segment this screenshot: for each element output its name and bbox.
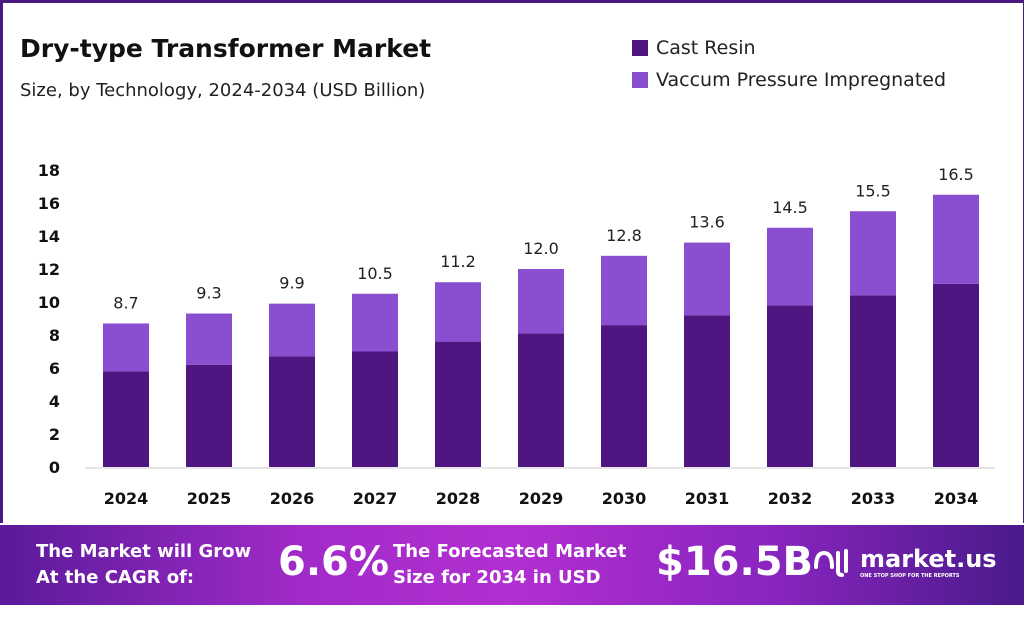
bar-segment-cast-resin xyxy=(518,333,564,467)
cagr-label-line: At the CAGR of: xyxy=(36,567,195,588)
cagr-value: 6.6% xyxy=(278,539,389,585)
x-tick-label: 2027 xyxy=(353,489,398,508)
legend-label: Cast Resin xyxy=(656,37,756,59)
bar-segment-vpi xyxy=(435,282,481,342)
bar-segment-cast-resin xyxy=(767,305,813,467)
data-label: 10.5 xyxy=(357,264,393,283)
y-tick-label: 6 xyxy=(49,359,60,378)
y-tick-label: 4 xyxy=(49,392,60,411)
x-tick-label: 2025 xyxy=(187,489,232,508)
x-tick-label: 2034 xyxy=(934,489,979,508)
data-label: 9.9 xyxy=(279,274,304,293)
bar-segment-vpi xyxy=(601,255,647,326)
data-label: 11.2 xyxy=(440,252,476,271)
bar-segment-vpi xyxy=(933,194,979,284)
data-label: 12.8 xyxy=(606,226,642,245)
cagr-label-line: The Market will Grow xyxy=(36,541,252,562)
bar-segment-cast-resin xyxy=(850,295,896,467)
bar-segment-cast-resin xyxy=(269,356,315,467)
bar-segment-cast-resin xyxy=(684,315,730,467)
bar-segment-cast-resin xyxy=(352,351,398,467)
logo-icon xyxy=(814,549,848,577)
footer-banner: The Market will Grow At the CAGR of: 6.6%… xyxy=(0,525,1024,605)
forecast-value: $16.5B xyxy=(656,539,814,585)
x-tick-label: 2030 xyxy=(602,489,647,508)
data-label: 12.0 xyxy=(523,239,559,258)
legend-swatch xyxy=(632,72,648,88)
data-label: 14.5 xyxy=(772,198,808,217)
bar-segment-vpi xyxy=(684,242,730,316)
market-us-logo: market.us ONE STOP SHOP FOR THE REPORTS xyxy=(812,545,997,579)
bar-segment-vpi xyxy=(518,269,564,334)
bar-segment-vpi xyxy=(103,323,149,372)
x-tick-label: 2029 xyxy=(519,489,564,508)
forecast-label-line: The Forecasted Market xyxy=(393,541,627,562)
logo-tagline: ONE STOP SHOP FOR THE REPORTS xyxy=(860,573,960,579)
legend-item-vpi: Vaccum Pressure Impregnated xyxy=(632,64,946,96)
legend: Cast Resin Vaccum Pressure Impregnated xyxy=(632,32,946,96)
chart-title: Dry-type Transformer Market xyxy=(20,34,432,63)
data-label: 15.5 xyxy=(855,181,891,200)
legend-label: Vaccum Pressure Impregnated xyxy=(656,69,947,91)
x-tick-label: 2031 xyxy=(685,489,730,508)
x-tick-label: 2024 xyxy=(104,489,149,508)
y-tick-label: 8 xyxy=(49,326,60,345)
data-label: 13.6 xyxy=(689,213,725,232)
legend-swatch xyxy=(632,40,648,56)
bar-segment-cast-resin xyxy=(186,364,232,467)
forecast-label-line: Size for 2034 in USD xyxy=(393,567,601,588)
bar-segment-cast-resin xyxy=(933,283,979,467)
bar-segment-cast-resin xyxy=(103,371,149,467)
x-tick-label: 2026 xyxy=(270,489,315,508)
bar-segment-vpi xyxy=(767,227,813,306)
bar-segment-cast-resin xyxy=(601,325,647,467)
y-tick-label: 2 xyxy=(49,425,60,444)
y-tick-label: 16 xyxy=(38,194,60,213)
bar-segment-vpi xyxy=(186,313,232,365)
bar-segment-vpi xyxy=(352,293,398,352)
y-tick-label: 18 xyxy=(38,161,60,180)
data-label: 16.5 xyxy=(938,165,974,184)
bar-segment-cast-resin xyxy=(435,341,481,467)
x-tick-label: 2032 xyxy=(768,489,813,508)
legend-item-cast-resin: Cast Resin xyxy=(632,32,946,64)
x-tick-label: 2033 xyxy=(851,489,896,508)
data-label: 9.3 xyxy=(196,284,221,303)
y-tick-label: 14 xyxy=(38,227,60,246)
data-label: 8.7 xyxy=(113,293,138,312)
forecast-label: The Forecasted Market Size for 2034 in US… xyxy=(393,539,626,591)
bar-segment-vpi xyxy=(269,303,315,357)
bar-chart: 0 2 4 6 8 10 12 14 16 18 8.7 2024 9.3 2025 9.9 2026 10.5… xyxy=(38,161,995,508)
y-tick-label: 12 xyxy=(38,260,60,279)
logo-name: market.us xyxy=(860,545,997,573)
y-tick-label: 0 xyxy=(49,458,60,477)
x-tick-label: 2028 xyxy=(436,489,481,508)
bar-segment-vpi xyxy=(850,211,896,296)
cagr-label: The Market will Grow At the CAGR of: xyxy=(36,539,251,591)
chart-subtitle: Size, by Technology, 2024-2034 (USD Bill… xyxy=(20,80,426,101)
y-tick-label: 10 xyxy=(38,293,60,312)
